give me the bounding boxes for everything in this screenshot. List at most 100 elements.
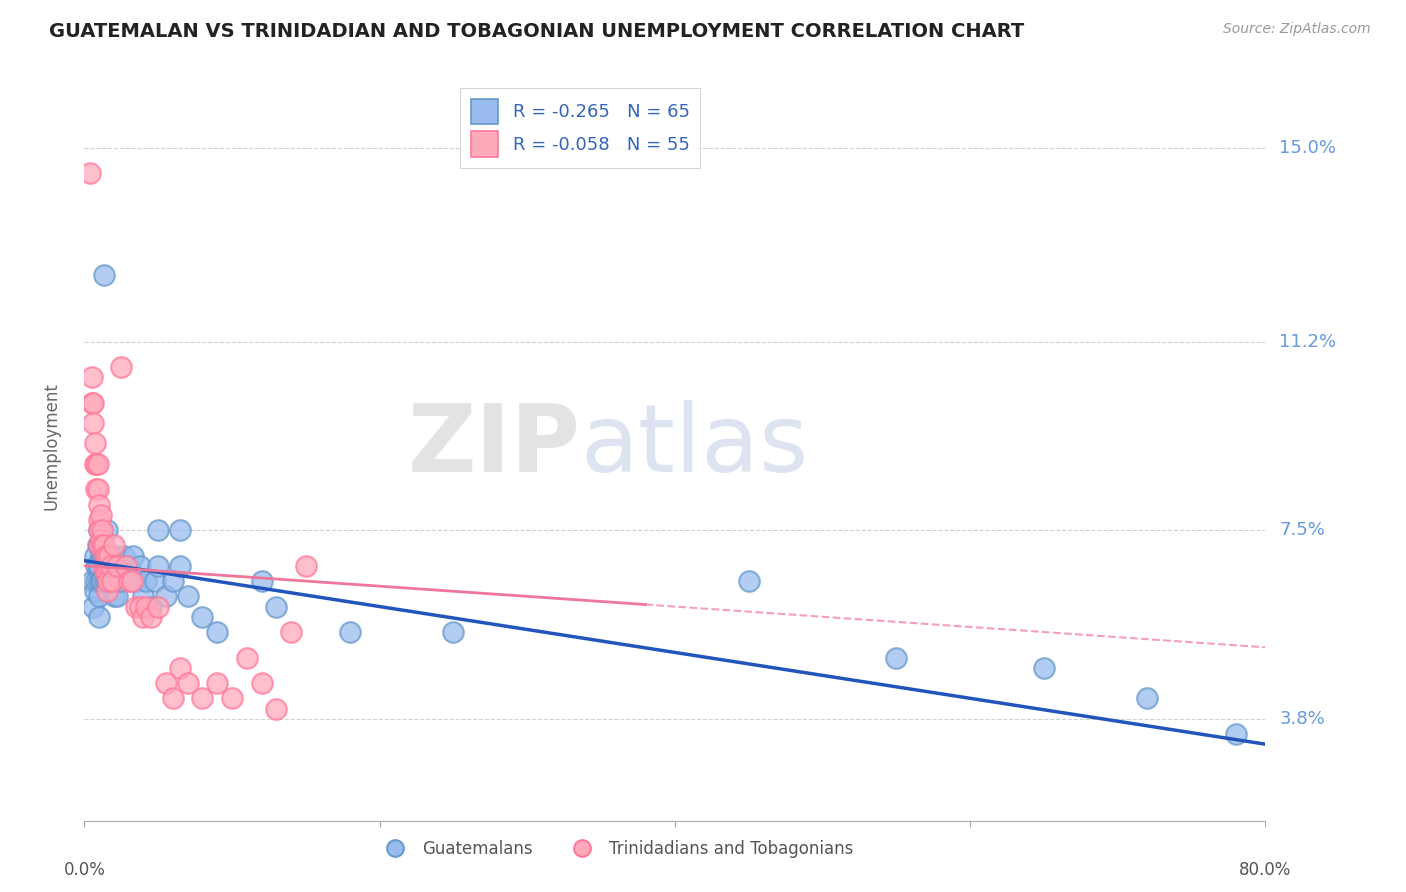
Point bbox=[103, 590, 125, 604]
Point bbox=[94, 574, 117, 588]
Point bbox=[207, 676, 229, 690]
Point bbox=[339, 625, 361, 640]
Point bbox=[118, 574, 141, 588]
Text: Source: ZipAtlas.com: Source: ZipAtlas.com bbox=[1223, 22, 1371, 37]
Text: 3.8%: 3.8% bbox=[1279, 710, 1324, 728]
Point bbox=[104, 549, 127, 563]
Point bbox=[118, 558, 141, 573]
Point bbox=[94, 564, 117, 578]
Point bbox=[443, 625, 465, 640]
Point bbox=[87, 590, 111, 604]
Point bbox=[122, 549, 145, 563]
Point bbox=[93, 268, 115, 283]
Point bbox=[87, 558, 111, 573]
Point bbox=[83, 549, 105, 563]
Point bbox=[84, 483, 107, 497]
Point bbox=[96, 584, 118, 599]
Point bbox=[94, 549, 117, 563]
Point bbox=[80, 574, 103, 588]
Point bbox=[266, 599, 288, 614]
Point bbox=[98, 549, 121, 563]
Point bbox=[135, 574, 157, 588]
Point bbox=[169, 558, 191, 573]
Text: 7.5%: 7.5% bbox=[1279, 521, 1326, 539]
Point bbox=[121, 574, 143, 588]
Point bbox=[135, 599, 157, 614]
Point bbox=[83, 457, 105, 471]
Text: GUATEMALAN VS TRINIDADIAN AND TOBAGONIAN UNEMPLOYMENT CORRELATION CHART: GUATEMALAN VS TRINIDADIAN AND TOBAGONIAN… bbox=[49, 22, 1025, 41]
Point bbox=[169, 661, 191, 675]
Point bbox=[121, 574, 143, 588]
Point bbox=[236, 650, 259, 665]
Point bbox=[93, 538, 115, 552]
Point bbox=[105, 574, 128, 588]
Point bbox=[87, 523, 111, 537]
Point bbox=[177, 676, 200, 690]
Point bbox=[148, 523, 170, 537]
Point bbox=[87, 574, 111, 588]
Point bbox=[129, 558, 152, 573]
Text: 11.2%: 11.2% bbox=[1279, 333, 1337, 351]
Text: 15.0%: 15.0% bbox=[1279, 139, 1336, 157]
Point bbox=[1225, 727, 1247, 741]
Point bbox=[139, 609, 162, 624]
Point bbox=[105, 590, 128, 604]
Point bbox=[96, 574, 118, 588]
Point bbox=[250, 676, 273, 690]
Point bbox=[169, 523, 191, 537]
Point bbox=[93, 549, 115, 563]
Point bbox=[87, 538, 111, 552]
Point bbox=[84, 574, 107, 588]
Point bbox=[129, 599, 152, 614]
Text: atlas: atlas bbox=[581, 400, 808, 492]
Point bbox=[738, 574, 761, 588]
Point bbox=[100, 558, 122, 573]
Point bbox=[96, 523, 118, 537]
Point bbox=[84, 558, 107, 573]
Point bbox=[191, 691, 214, 706]
Point bbox=[93, 558, 115, 573]
Point bbox=[84, 457, 107, 471]
Point bbox=[143, 574, 166, 588]
Point bbox=[87, 498, 111, 512]
Point bbox=[112, 549, 135, 563]
Point bbox=[86, 538, 108, 552]
Point bbox=[87, 538, 111, 552]
Point bbox=[91, 523, 114, 537]
Point bbox=[97, 574, 120, 588]
Point bbox=[177, 590, 200, 604]
Point bbox=[97, 574, 120, 588]
Point bbox=[91, 538, 114, 552]
Point bbox=[94, 558, 117, 573]
Point bbox=[86, 558, 108, 573]
Point bbox=[80, 370, 103, 384]
Point bbox=[83, 436, 105, 450]
Point bbox=[221, 691, 243, 706]
Point bbox=[114, 558, 136, 573]
Point bbox=[886, 650, 908, 665]
Point bbox=[97, 549, 120, 563]
Point bbox=[125, 599, 148, 614]
Point bbox=[250, 574, 273, 588]
Point bbox=[87, 513, 111, 527]
Point bbox=[86, 483, 108, 497]
Point bbox=[155, 590, 177, 604]
Point bbox=[87, 523, 111, 537]
Point bbox=[100, 574, 122, 588]
Text: 0.0%: 0.0% bbox=[63, 862, 105, 880]
Point bbox=[82, 395, 104, 409]
Point bbox=[295, 558, 318, 573]
Point bbox=[91, 574, 114, 588]
Point bbox=[101, 558, 124, 573]
Point bbox=[105, 558, 128, 573]
Point bbox=[1033, 661, 1056, 675]
Point bbox=[125, 574, 148, 588]
Point bbox=[90, 533, 112, 548]
Point bbox=[87, 609, 111, 624]
Point bbox=[139, 599, 162, 614]
Y-axis label: Unemployment: Unemployment bbox=[42, 382, 60, 510]
Point bbox=[1136, 691, 1159, 706]
Point bbox=[96, 564, 118, 578]
Point bbox=[101, 574, 124, 588]
Point bbox=[162, 691, 184, 706]
